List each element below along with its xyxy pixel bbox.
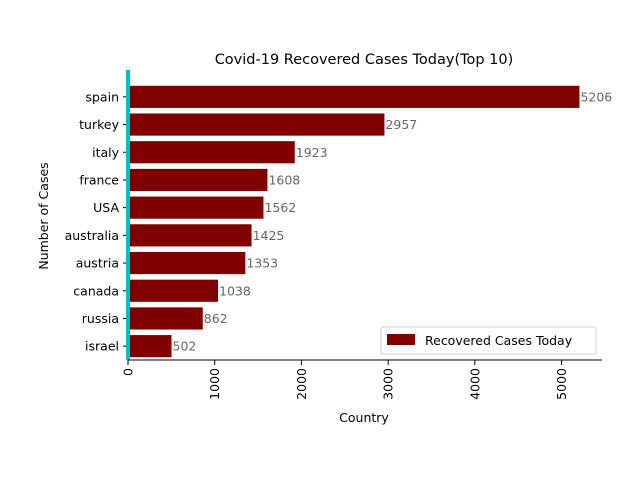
y-tick-label-spain: spain [85, 89, 119, 104]
bar-france [128, 168, 268, 192]
legend: Recovered Cases Today [380, 326, 597, 355]
x-tick-label-0: 0 [121, 368, 136, 376]
bar-italy [128, 141, 295, 164]
y-tick-label-france: france [79, 172, 119, 187]
bar-russia [128, 307, 203, 330]
data-label-canada: 1038 [219, 283, 251, 298]
bar-austria [128, 251, 246, 275]
y-tick-label-australia: australia [65, 228, 119, 243]
data-label-israel: 502 [173, 339, 197, 354]
bar-spain [128, 85, 580, 108]
y-axis-label: Number of Cases [36, 162, 51, 269]
bar-australia [128, 224, 252, 247]
bar-israel [128, 335, 172, 358]
bar-turkey [128, 113, 385, 136]
x-axis: 0 1000 2000 3000 4000 5000 [121, 359, 602, 400]
chart-title: Covid-19 Recovered Cases Today(Top 10) [215, 52, 514, 68]
y-tick-label-turkey: turkey [79, 117, 119, 132]
legend-box [380, 326, 597, 355]
bars-group [128, 85, 580, 358]
data-label-turkey: 2957 [385, 117, 417, 132]
x-tick-label-4000: 4000 [467, 368, 482, 400]
data-label-USA: 1562 [264, 200, 296, 215]
bar-canada [128, 279, 219, 302]
y-tick-label-USA: USA [93, 200, 119, 215]
x-tick-label-5000: 5000 [554, 368, 569, 400]
data-label-austria: 1353 [246, 256, 278, 271]
y-axis: spain turkey italy france USA australia austri… [65, 70, 130, 360]
y-tick-label-russia: russia [82, 311, 119, 326]
x-axis-label: Country [339, 410, 389, 425]
y-tick-label-austria: austria [76, 256, 119, 271]
data-label-australia: 1425 [253, 228, 285, 243]
legend-label: Recovered Cases Today [425, 333, 573, 348]
x-tick-label-1000: 1000 [207, 368, 222, 400]
x-tick-label-3000: 3000 [381, 368, 396, 400]
legend-swatch [387, 334, 415, 345]
y-tick-label-israel: israel [85, 339, 119, 354]
data-labels-group: 5206 2957 1923 1608 1562 1425 1353 1038 862 502 [173, 89, 613, 353]
data-label-italy: 1923 [296, 145, 328, 160]
y-tick-label-italy: italy [92, 145, 120, 160]
data-label-spain: 5206 [580, 89, 612, 104]
x-tick-label-2000: 2000 [294, 368, 309, 400]
bar-USA [128, 196, 264, 219]
data-label-russia: 862 [204, 311, 228, 326]
data-label-france: 1608 [268, 172, 300, 187]
y-tick-label-canada: canada [73, 283, 119, 298]
